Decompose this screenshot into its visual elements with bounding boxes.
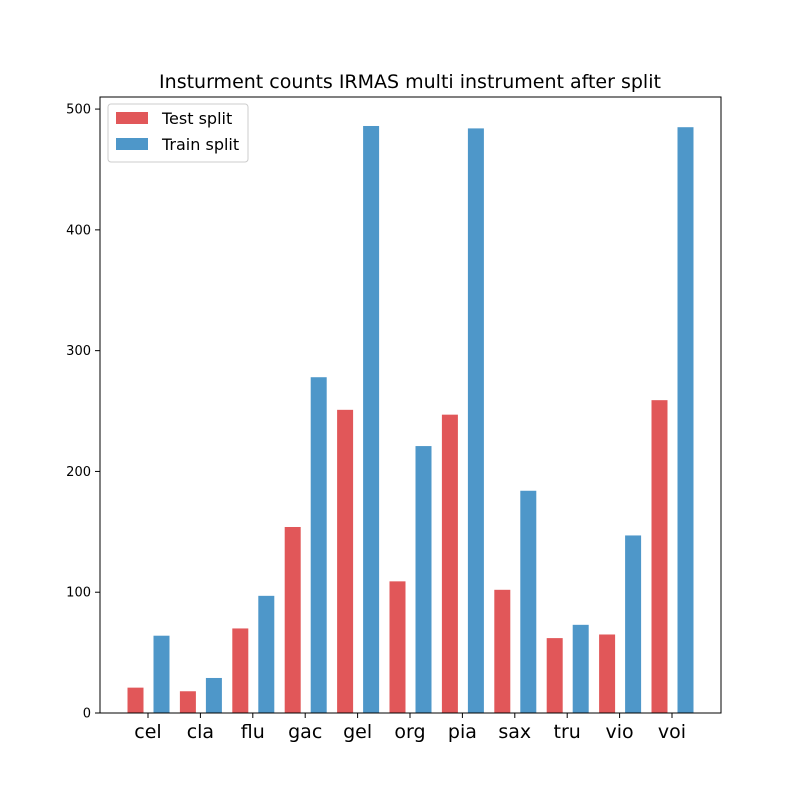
legend: Test split Train split <box>107 103 249 163</box>
bar-test-voi <box>651 400 668 713</box>
y-tick-label: 200 <box>66 465 91 480</box>
legend-swatch-train <box>116 138 148 150</box>
bar-train-gac <box>310 377 327 713</box>
legend-label-train: Train split <box>161 135 239 154</box>
bar-train-gel <box>363 125 380 714</box>
x-tick-label-tru: tru <box>554 721 581 743</box>
x-tick-label-gac: gac <box>288 721 322 743</box>
bar-train-tru <box>572 624 589 713</box>
x-tick-label-flu: flu <box>241 721 265 743</box>
bar-test-gel <box>337 409 354 713</box>
bar-test-tru <box>546 638 563 713</box>
bar-train-sax <box>520 490 537 713</box>
bar-test-sax <box>494 589 511 713</box>
bar-train-vio <box>625 535 642 713</box>
bar-train-pia <box>467 128 484 713</box>
x-tick-label-gel: gel <box>343 721 372 743</box>
legend-label-test: Test split <box>161 109 232 128</box>
bar-test-cla <box>179 691 196 713</box>
bar-test-gac <box>284 526 301 713</box>
bar-test-flu <box>232 628 249 713</box>
legend-swatch-test <box>116 112 148 124</box>
x-axis: cel cla flu gac gel org pia sax tru vio voi <box>134 713 686 743</box>
bar-train-flu <box>258 595 275 713</box>
bar-test-vio <box>599 634 616 713</box>
bar-train-org <box>415 446 432 713</box>
y-tick-label: 500 <box>66 103 91 118</box>
y-tick-label: 0 <box>83 707 91 722</box>
bar-train-cla <box>205 677 222 713</box>
bar-test-pia <box>441 414 458 713</box>
bar-test-org <box>389 581 406 713</box>
x-tick-label-vio: vio <box>606 721 634 743</box>
x-tick-label-cel: cel <box>134 721 161 743</box>
bar-test-cel <box>127 687 144 713</box>
bar-train-cel <box>153 635 170 713</box>
y-axis: 0 100 200 300 400 500 <box>66 103 100 722</box>
plot-frame <box>99 96 722 714</box>
x-tick-label-org: org <box>394 721 425 743</box>
bar-train-voi <box>677 127 694 713</box>
y-tick-label: 400 <box>66 223 91 238</box>
y-tick-label: 100 <box>66 586 91 601</box>
bars-group <box>127 125 694 714</box>
chart-title: Insturment counts IRMAS multi instrument… <box>159 71 661 93</box>
x-tick-label-cla: cla <box>187 721 214 743</box>
x-tick-label-pia: pia <box>448 721 477 743</box>
x-tick-label-voi: voi <box>658 721 686 743</box>
y-tick-label: 300 <box>66 344 91 359</box>
x-tick-label-sax: sax <box>498 721 531 743</box>
